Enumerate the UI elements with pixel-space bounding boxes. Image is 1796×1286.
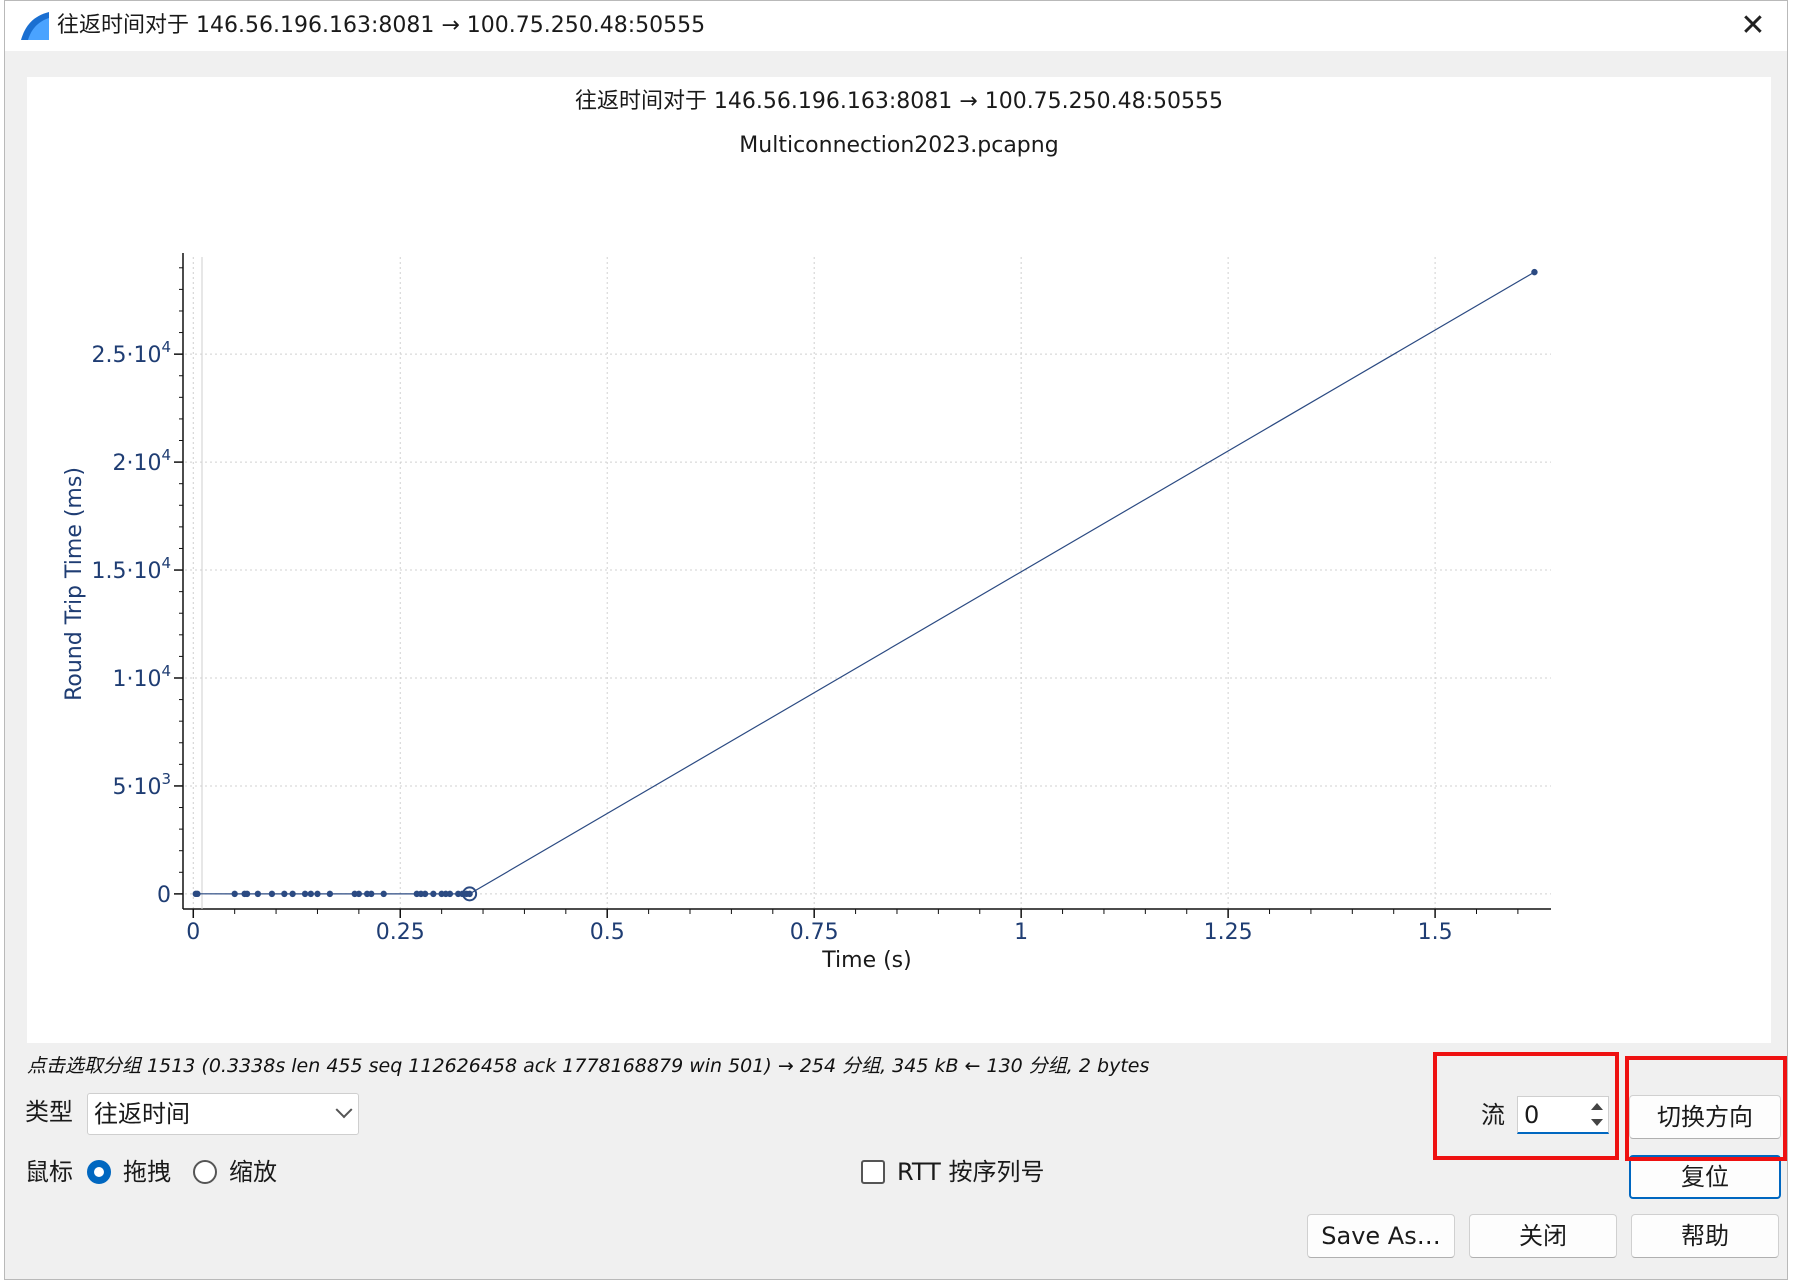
data-point[interactable] — [430, 890, 437, 898]
data-point[interactable] — [281, 890, 288, 898]
y-axis-label: Round Trip Time (ms) — [62, 467, 87, 701]
chart-subtitle: Multiconnection2023.pcapng — [739, 133, 1058, 158]
graph-type-select[interactable]: 往返时间 — [87, 1093, 359, 1135]
y-tick-label: 0 — [157, 883, 171, 908]
stream-label: 流 — [1481, 1101, 1505, 1129]
data-point[interactable] — [421, 890, 429, 898]
drag-radio[interactable] — [87, 1160, 111, 1184]
chart-canvas[interactable]: 往返时间对于 146.56.196.163:8081 → 100.75.250.… — [27, 77, 1771, 1043]
stream-spinbox[interactable]: 0 — [1517, 1096, 1609, 1134]
zoom-radio[interactable] — [193, 1160, 217, 1184]
x-tick-label: 0.5 — [590, 920, 625, 945]
status-text: 点击选取分组 1513 (0.3338s len 455 seq 1126264… — [27, 1055, 1150, 1077]
spin-up-icon[interactable] — [1591, 1103, 1603, 1110]
data-point[interactable] — [314, 890, 321, 898]
y-tick-label: 5·103 — [112, 770, 171, 800]
mouse-label: 鼠标 — [25, 1158, 73, 1186]
title-bar: 往返时间对于 146.56.196.163:8081 → 100.75.250.… — [5, 1, 1787, 51]
data-point[interactable] — [368, 890, 375, 898]
data-point[interactable] — [231, 890, 238, 898]
data-point[interactable] — [254, 890, 262, 898]
data-point[interactable] — [289, 890, 296, 898]
x-tick-label: 0.75 — [790, 920, 839, 945]
data-point[interactable] — [466, 890, 473, 898]
reset-button[interactable]: 复位 — [1629, 1155, 1781, 1199]
y-tick-label: 2.5·104 — [91, 338, 171, 368]
data-point[interactable] — [243, 890, 251, 898]
graph-type-value: 往返时间 — [94, 1100, 190, 1128]
close-icon[interactable]: ✕ — [1740, 8, 1766, 43]
selected-point-marker[interactable] — [462, 886, 478, 902]
x-tick-label: 0 — [186, 920, 200, 945]
x-axis-label: Time (s) — [821, 948, 911, 973]
y-tick-label: 2·104 — [112, 446, 171, 476]
chart-title: 往返时间对于 146.56.196.163:8081 → 100.75.250.… — [575, 89, 1223, 114]
x-tick-label: 1.25 — [1204, 920, 1253, 945]
type-label: 类型 — [25, 1098, 73, 1126]
data-point[interactable] — [446, 890, 454, 898]
data-point[interactable] — [355, 890, 363, 898]
drag-label: 拖拽 — [123, 1158, 171, 1186]
data-point[interactable] — [194, 890, 201, 898]
data-point[interactable] — [1531, 268, 1538, 276]
x-tick-label: 0.25 — [376, 920, 425, 945]
rtt-chart[interactable]: 往返时间对于 146.56.196.163:8081 → 100.75.250.… — [27, 77, 1771, 1043]
data-point[interactable] — [268, 890, 276, 898]
stream-value: 0 — [1524, 1101, 1540, 1129]
rtt-graph-dialog: 往返时间对于 146.56.196.163:8081 → 100.75.250.… — [4, 0, 1788, 1280]
spin-down-icon[interactable] — [1591, 1119, 1603, 1126]
wireshark-fin-icon — [21, 12, 49, 40]
data-point[interactable] — [326, 890, 334, 898]
data-point[interactable] — [380, 890, 387, 898]
y-tick-label: 1.5·104 — [91, 554, 171, 584]
y-tick-label: 1·104 — [112, 662, 171, 692]
save-as-button[interactable]: Save As… — [1307, 1214, 1455, 1258]
switch-direction-button[interactable]: 切换方向 — [1629, 1095, 1781, 1139]
help-button[interactable]: 帮助 — [1631, 1214, 1779, 1258]
data-point[interactable] — [307, 890, 315, 898]
x-tick-label: 1.5 — [1418, 920, 1453, 945]
close-button[interactable]: 关闭 — [1469, 1214, 1617, 1258]
x-tick-label: 1 — [1014, 920, 1028, 945]
window-title: 往返时间对于 146.56.196.163:8081 → 100.75.250.… — [57, 13, 706, 38]
series-line — [195, 271, 1535, 895]
rtt-by-seq-checkbox[interactable] — [861, 1160, 885, 1184]
zoom-label: 缩放 — [229, 1158, 277, 1186]
background-window-edge — [0, 1280, 1796, 1286]
data-point[interactable] — [301, 890, 309, 898]
rtt-by-seq-label: RTT 按序列号 — [897, 1158, 1045, 1186]
chevron-down-icon — [335, 1101, 353, 1119]
